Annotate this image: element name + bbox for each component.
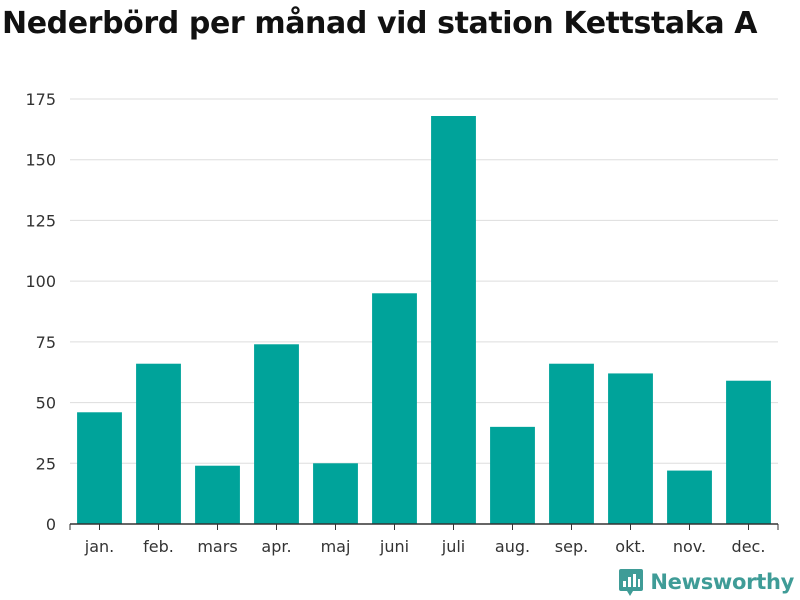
y-tick-label: 25 <box>36 454 56 473</box>
y-tick-label: 0 <box>46 515 56 534</box>
y-tick-label: 175 <box>25 90 56 109</box>
grid-lines <box>70 98 778 464</box>
brand-name: Newsworthy <box>650 570 794 594</box>
y-tick-labels: 0 25 50 75 100 125 150 175 <box>25 90 56 534</box>
x-tick-label: mars <box>197 537 237 556</box>
bar <box>726 380 771 524</box>
bar <box>313 463 358 524</box>
y-tick-label: 50 <box>36 394 56 413</box>
bar <box>372 293 417 524</box>
x-tick-label: okt. <box>615 537 645 556</box>
x-tick-label: feb. <box>143 537 174 556</box>
bar <box>77 412 122 524</box>
brand-logo: Newsworthy <box>618 567 794 597</box>
x-tick-label: apr. <box>261 537 291 556</box>
x-axis <box>69 523 779 530</box>
bar <box>667 470 712 524</box>
newsworthy-logo-icon <box>619 569 644 596</box>
x-tick-label: jan. <box>84 537 114 556</box>
chart-title: Nederbörd per månad vid station Kettstak… <box>2 6 758 41</box>
bar <box>549 363 594 524</box>
x-tick-label: dec. <box>732 537 766 556</box>
y-tick-label: 150 <box>25 151 56 170</box>
bars <box>77 116 771 524</box>
y-tick-label: 75 <box>36 333 56 352</box>
bar <box>136 363 181 524</box>
x-tick-label: aug. <box>495 537 530 556</box>
bar <box>254 344 299 524</box>
bar <box>608 373 653 524</box>
x-tick-label: nov. <box>673 537 706 556</box>
bar <box>431 116 476 524</box>
y-tick-label: 100 <box>25 272 56 291</box>
x-tick-labels: jan. feb. mars apr. maj juni juli aug. sep. okt. n… <box>84 537 766 556</box>
bar <box>490 426 535 524</box>
x-tick-label: sep. <box>555 537 588 556</box>
y-tick-label: 125 <box>25 211 56 230</box>
x-tick-label: maj <box>321 537 351 556</box>
x-tick-label: juni <box>379 537 409 556</box>
x-tick-label: juli <box>441 537 465 556</box>
bar <box>195 465 240 524</box>
